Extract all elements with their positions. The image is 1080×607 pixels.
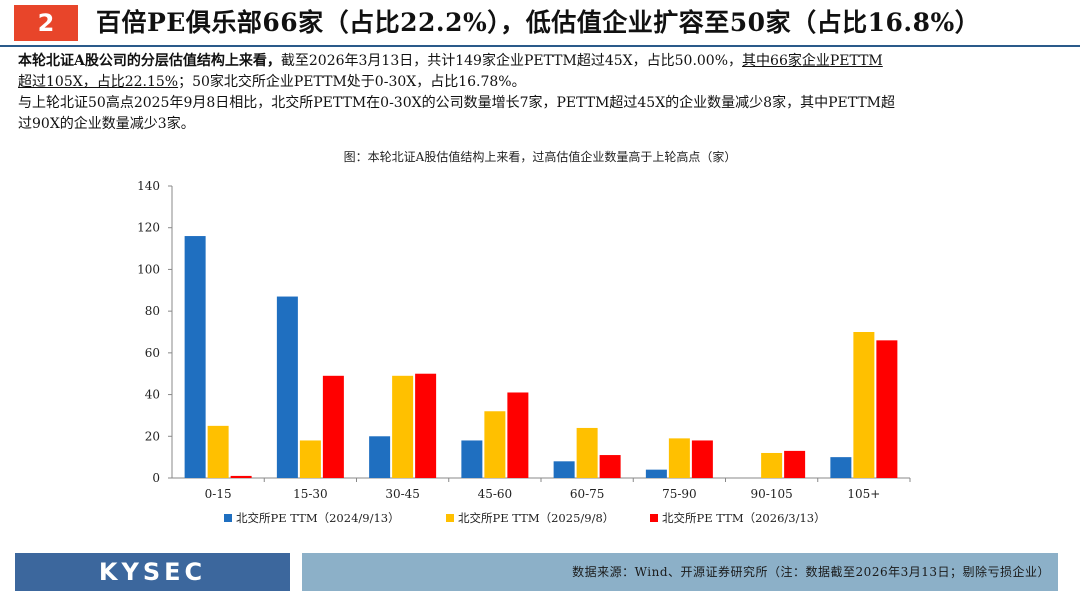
footer-logo-bar bbox=[15, 553, 290, 591]
comparison-line-1: 与上轮北证50高点2025年9月8日相比，北交所PETTM在0-30X的公司数量… bbox=[18, 95, 896, 111]
data-source: 数据来源：Wind、开源证券研究所（注：数据截至2026年3月13日；剔除亏损企… bbox=[572, 565, 1050, 579]
y-tick-label: 60 bbox=[145, 346, 160, 360]
bar bbox=[553, 461, 575, 478]
bar bbox=[392, 375, 414, 478]
legend-label: 北交所PE TTM（2026/3/13） bbox=[662, 511, 826, 525]
bar bbox=[484, 411, 506, 478]
bar bbox=[507, 392, 529, 478]
bar bbox=[322, 375, 344, 478]
bar bbox=[668, 438, 690, 478]
legend-label: 北交所PE TTM（2025/9/8） bbox=[458, 511, 614, 525]
bar bbox=[461, 440, 483, 478]
x-tick-label: 0-15 bbox=[205, 487, 232, 501]
bar bbox=[876, 340, 898, 478]
header-divider bbox=[0, 45, 1080, 47]
x-tick-label: 105+ bbox=[847, 487, 880, 501]
summary-paragraph-1: 本轮北证A股公司的分层估值结构上来看，截至2026年3月13日，共计149家企业… bbox=[18, 51, 1068, 93]
bar bbox=[207, 425, 229, 478]
section-number: 2 bbox=[14, 5, 78, 41]
bar bbox=[276, 296, 298, 478]
legend-label: 北交所PE TTM（2024/9/13） bbox=[236, 511, 400, 525]
kysec-logo: KYSEC bbox=[98, 558, 207, 586]
bar bbox=[576, 427, 598, 478]
summary-paragraph-2: 与上轮北证50高点2025年9月8日相比，北交所PETTM在0-30X的公司数量… bbox=[18, 93, 1068, 135]
y-tick-label: 100 bbox=[137, 262, 160, 276]
chart-title: 图：本轮北证A股估值结构上来看，过高估值企业数量高于上轮高点（家） bbox=[343, 150, 737, 164]
bar bbox=[784, 450, 806, 478]
legend-swatch bbox=[446, 514, 454, 522]
x-tick-label: 30-45 bbox=[385, 487, 420, 501]
y-tick-label: 40 bbox=[145, 388, 160, 402]
bar bbox=[853, 332, 875, 478]
x-tick-label: 90-105 bbox=[751, 487, 793, 501]
summary-highlight-2: 超过105X，占比22.15% bbox=[18, 74, 179, 90]
page-title: 百倍PE俱乐部66家（占比22.2%），低估值企业扩容至50家（占比16.8%） bbox=[96, 8, 981, 37]
bar bbox=[299, 440, 321, 478]
bar bbox=[761, 452, 783, 478]
y-tick-label: 140 bbox=[137, 179, 160, 193]
page-header: 2 百倍PE俱乐部66家（占比22.2%），低估值企业扩容至50家（占比16.8… bbox=[0, 0, 1080, 46]
bar bbox=[415, 373, 437, 478]
bar bbox=[599, 455, 621, 478]
bar bbox=[369, 436, 391, 478]
x-tick-label: 45-60 bbox=[478, 487, 513, 501]
footer-source-bar bbox=[302, 553, 1058, 591]
x-tick-label: 15-30 bbox=[293, 487, 328, 501]
x-tick-label: 75-90 bbox=[662, 487, 697, 501]
y-tick-label: 120 bbox=[137, 221, 160, 235]
summary-highlight: 其中66家企业PETTM bbox=[742, 53, 883, 69]
bar-chart: 0 20 40 60 80 100 120 140 0-15 15-30 30-45 45-60 60-… bbox=[137, 179, 911, 525]
y-tick-label: 80 bbox=[145, 304, 160, 318]
bar bbox=[645, 469, 667, 478]
bar bbox=[184, 236, 206, 478]
y-tick-label: 20 bbox=[145, 429, 160, 443]
bar bbox=[830, 457, 852, 478]
bar bbox=[230, 475, 252, 478]
legend-swatch bbox=[650, 514, 658, 522]
y-tick-label: 0 bbox=[152, 471, 160, 485]
comparison-line-2: 过90X的企业数量减少3家。 bbox=[18, 116, 195, 132]
x-tick-label: 60-75 bbox=[570, 487, 605, 501]
summary-rest: ；50家北交所企业PETTM处于0-30X，占比16.78%。 bbox=[178, 74, 526, 90]
summary-lead: 本轮北证A股公司的分层估值结构上来看， bbox=[18, 53, 281, 69]
summary-text: 截至2026年3月13日，共计149家企业PETTM超过45X，占比50.00%… bbox=[280, 53, 743, 69]
bar bbox=[691, 440, 713, 478]
legend-swatch bbox=[224, 514, 232, 522]
